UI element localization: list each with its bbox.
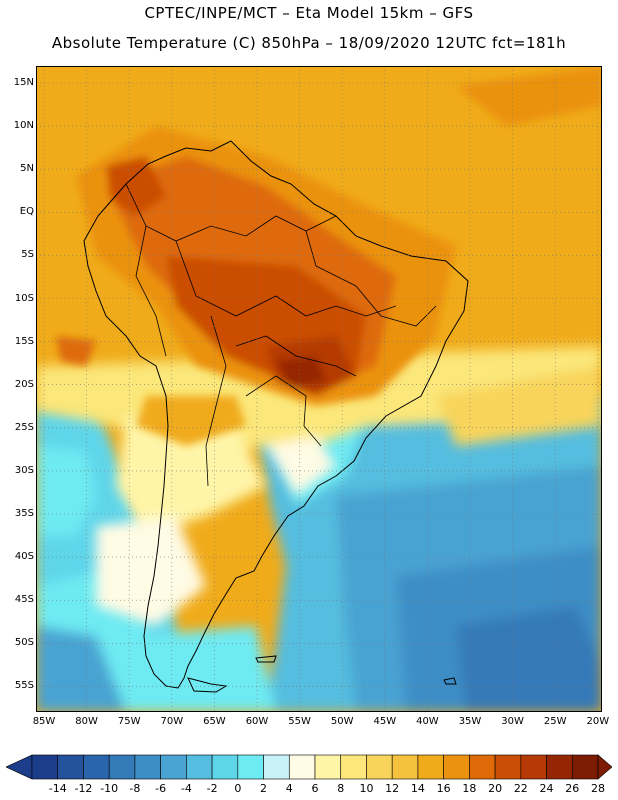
map-frame — [36, 66, 602, 712]
longitude-label: 35W — [458, 716, 482, 727]
latitude-label: 30S — [14, 464, 34, 476]
colorbar-label: 14 — [410, 782, 425, 795]
colorbar-cell — [263, 754, 290, 780]
colorbar-cell — [134, 754, 161, 780]
longitude-label: 45W — [373, 716, 397, 727]
longitude-label: 40W — [416, 716, 439, 727]
colorbar-label: 22 — [513, 782, 528, 795]
colorbar-cell — [469, 754, 496, 780]
latitude-label: 15N — [13, 77, 34, 88]
latitude-label: 50S — [14, 637, 34, 649]
colorbar-cell — [160, 754, 187, 780]
longitude-label: 70W — [160, 716, 184, 727]
colorbar-label: 6 — [311, 782, 319, 795]
longitude-label: 30W — [501, 716, 524, 727]
colorbar-cell — [417, 754, 444, 780]
longitude-label: 25W — [543, 716, 567, 727]
colorbar-label: -12 — [74, 782, 93, 795]
longitude-label: 75W — [117, 716, 141, 727]
latitude-label: 10N — [13, 120, 34, 132]
colorbar-label: 24 — [539, 782, 554, 795]
colorbar-max-arrow — [597, 754, 612, 780]
latitude-label: 35S — [14, 508, 34, 519]
latitude-label: 40S — [14, 551, 34, 563]
colorbar-min-arrow — [6, 754, 33, 780]
colorbar-cell — [211, 754, 239, 780]
colorbar-cell — [443, 754, 470, 780]
coastline — [83, 140, 469, 693]
colorbar-label: -14 — [48, 782, 67, 795]
colorbar-cell — [546, 754, 573, 780]
colorbar-label: 8 — [337, 782, 345, 795]
temperature-map — [36, 66, 602, 712]
longitude-label: 80W — [75, 716, 98, 727]
longitude-label: 65W — [203, 716, 226, 727]
colorbar-label: 4 — [285, 782, 293, 795]
longitude-label: 85W — [32, 716, 56, 727]
longitude-label: 20W — [586, 716, 610, 727]
longitude-label: 60W — [245, 716, 269, 727]
latitude-label: 45S — [14, 594, 34, 606]
colorbar-label: 0 — [234, 782, 242, 795]
colorbar-cell — [520, 754, 547, 780]
colorbar-cell — [314, 754, 342, 780]
colorbar-label: 12 — [385, 782, 400, 795]
colorbar-label: 26 — [565, 782, 580, 795]
colorbar-label: -4 — [180, 782, 192, 795]
colorbar-cell — [237, 754, 264, 780]
colorbar-label: -8 — [129, 782, 141, 795]
map-title-line-1: CPTEC/INPE/MCT – Eta Model 15km – GFS — [144, 4, 474, 22]
colorbar-cell — [108, 754, 136, 780]
colorbar-cell — [366, 754, 393, 780]
country-borders — [125, 183, 437, 487]
colorbar-cell — [391, 754, 419, 780]
colorbar-label: -2 — [206, 782, 218, 795]
colorbar-cell — [340, 754, 367, 780]
colorbar-label: 10 — [359, 782, 374, 795]
latitude-label: 5S — [21, 249, 34, 261]
colorbar-label: 2 — [260, 782, 268, 795]
colorbar-cell — [57, 754, 84, 780]
colorbar-cell — [494, 754, 522, 780]
longitude-label: 55W — [288, 716, 311, 727]
colorbar-cell — [31, 754, 59, 780]
colorbar-cell — [186, 754, 213, 780]
temperature-field — [36, 66, 602, 712]
latitude-label: 5N — [20, 163, 34, 175]
latitude-label: 25S — [14, 421, 34, 433]
latitude-label: 10S — [14, 292, 34, 304]
latitude-label: 55S — [14, 680, 34, 692]
longitude-label: 50W — [330, 716, 354, 727]
colorbar-label: 28 — [591, 782, 605, 795]
latitude-label: 15S — [14, 335, 34, 347]
latitude-label: 20S — [14, 378, 34, 390]
latitude-label: EQ — [19, 206, 34, 218]
colorbar-cell — [288, 754, 316, 780]
colorbar — [6, 754, 612, 780]
colorbar-label: 16 — [436, 782, 451, 795]
map-title-line-2: Absolute Temperature (C) 850hPa – 18/09/… — [51, 34, 567, 52]
colorbar-label: 20 — [488, 782, 503, 795]
colorbar-cell — [571, 754, 599, 780]
colorbar-label: 18 — [462, 782, 477, 795]
colorbar-label: -10 — [100, 782, 119, 795]
colorbar-label: -6 — [155, 782, 167, 795]
colorbar-cell — [83, 754, 110, 780]
